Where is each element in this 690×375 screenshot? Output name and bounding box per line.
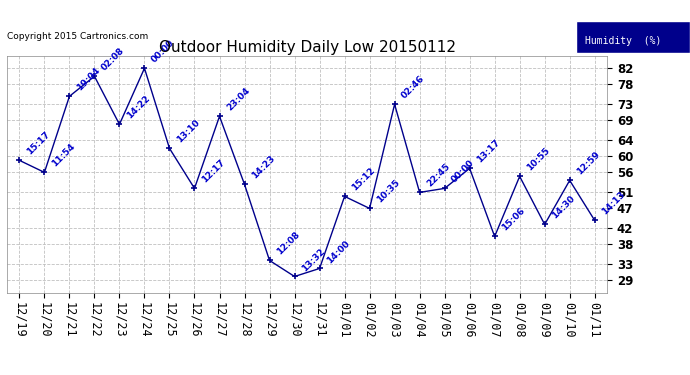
Text: 15:17: 15:17: [25, 130, 52, 157]
Text: 22:45: 22:45: [425, 162, 452, 189]
Text: 14:00: 14:00: [325, 238, 352, 265]
Text: 10:55: 10:55: [525, 146, 552, 173]
Text: Copyright 2015 Cartronics.com: Copyright 2015 Cartronics.com: [7, 32, 148, 41]
Text: 02:46: 02:46: [400, 74, 426, 101]
Text: 14:30: 14:30: [550, 194, 577, 221]
Text: 12:08: 12:08: [275, 230, 302, 257]
Text: 23:04: 23:04: [225, 86, 252, 113]
Text: 02:08: 02:08: [100, 46, 126, 73]
Text: 14:23: 14:23: [250, 154, 277, 181]
Text: 14:22: 14:22: [125, 94, 152, 121]
Text: 13:17: 13:17: [475, 138, 502, 165]
Text: 15:06: 15:06: [500, 206, 526, 233]
Text: 13:32: 13:32: [300, 246, 326, 273]
Text: Humidity  (%): Humidity (%): [585, 36, 662, 46]
Title: Outdoor Humidity Daily Low 20150112: Outdoor Humidity Daily Low 20150112: [159, 40, 455, 55]
Text: 11:54: 11:54: [50, 142, 77, 169]
Text: 00:00: 00:00: [150, 39, 176, 65]
Text: 10:35: 10:35: [375, 178, 402, 205]
Text: 12:17: 12:17: [200, 158, 227, 185]
Text: 19:04: 19:04: [75, 66, 101, 93]
Text: 12:59: 12:59: [575, 150, 602, 177]
Text: 13:10: 13:10: [175, 118, 201, 145]
Text: 00:00: 00:00: [450, 159, 476, 185]
Text: 15:12: 15:12: [350, 166, 377, 193]
Text: 14:13: 14:13: [600, 190, 627, 217]
